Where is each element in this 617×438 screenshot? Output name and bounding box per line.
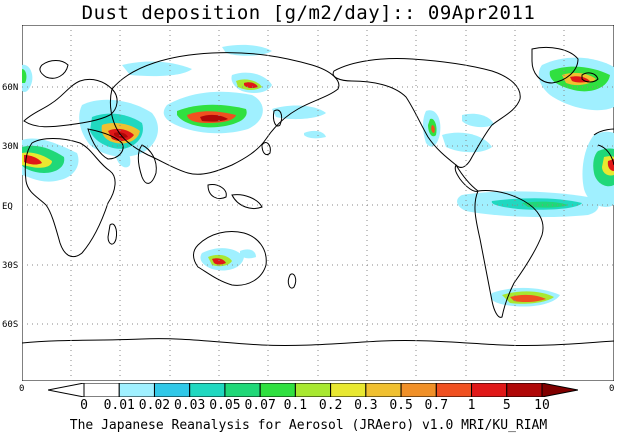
- colorbar-bin: [189, 382, 226, 398]
- colorbar-tick-label: 0.2: [318, 398, 343, 413]
- colorbar-tick-label: 5: [502, 398, 511, 413]
- colorbar-bin: [259, 382, 296, 398]
- colorbar-bin: [400, 382, 437, 398]
- colorbar-bin: [435, 382, 473, 398]
- colorbar-tick-label: 0.7: [424, 398, 449, 413]
- colorbar-bin: [506, 382, 543, 398]
- colorbar: [47, 382, 579, 398]
- colorbar-tick-label: 0.02: [138, 398, 171, 413]
- lat-label-60s: 60S: [2, 320, 19, 330]
- colorbar-left-arrow: [47, 382, 85, 398]
- lat-label-60n: 60N: [2, 83, 19, 93]
- footer-credit: The Japanese Reanalysis for Aerosol (JRA…: [69, 418, 548, 433]
- colorbar-bin: [153, 382, 191, 398]
- colorbar-right-arrow: [541, 382, 579, 398]
- coastlines: [22, 46, 614, 347]
- colorbar-bin: [330, 382, 367, 398]
- colorbar-tick-label: 0.5: [389, 398, 413, 413]
- colorbar-bin: [83, 382, 120, 398]
- colorbar-bin: [118, 382, 155, 398]
- colorbar-bin: [224, 382, 261, 398]
- colorbar-tick-label: 10: [534, 398, 550, 413]
- colorbar-bin: [294, 382, 332, 398]
- colorbar-tick-label: 0.05: [209, 398, 241, 413]
- colorbar-tick-label: 0.07: [244, 398, 276, 413]
- colorbar-tick-label: 0.3: [354, 398, 378, 413]
- colorbar-tick-label: 0.03: [174, 398, 206, 413]
- world-map: [22, 25, 614, 381]
- map-title: Dust deposition [g/m2/day]:: 09Apr2011: [81, 2, 536, 24]
- colorbar-labels: 0 0.01 0.02 0.03 0.05 0.07 0.1 0.2 0.3 0.5 0.7 1 5 10: [0, 398, 617, 414]
- right-edge-label: 0: [609, 384, 615, 394]
- left-edge-label: 0: [19, 384, 25, 394]
- lat-label-30s: 30S: [2, 261, 19, 271]
- colorbar-tick-label: 1: [467, 398, 476, 413]
- dust-field: [22, 44, 614, 307]
- colorbar-bin: [365, 382, 402, 398]
- colorbar-bin: [471, 382, 508, 398]
- lat-label-eq: EQ: [2, 202, 13, 212]
- colorbar-tick-label: 0.01: [103, 398, 135, 413]
- colorbar-tick-label: 0: [80, 398, 88, 413]
- colorbar-tick-label: 0.1: [283, 398, 308, 413]
- graticule: [22, 25, 614, 381]
- lat-label-30n: 30N: [2, 142, 19, 152]
